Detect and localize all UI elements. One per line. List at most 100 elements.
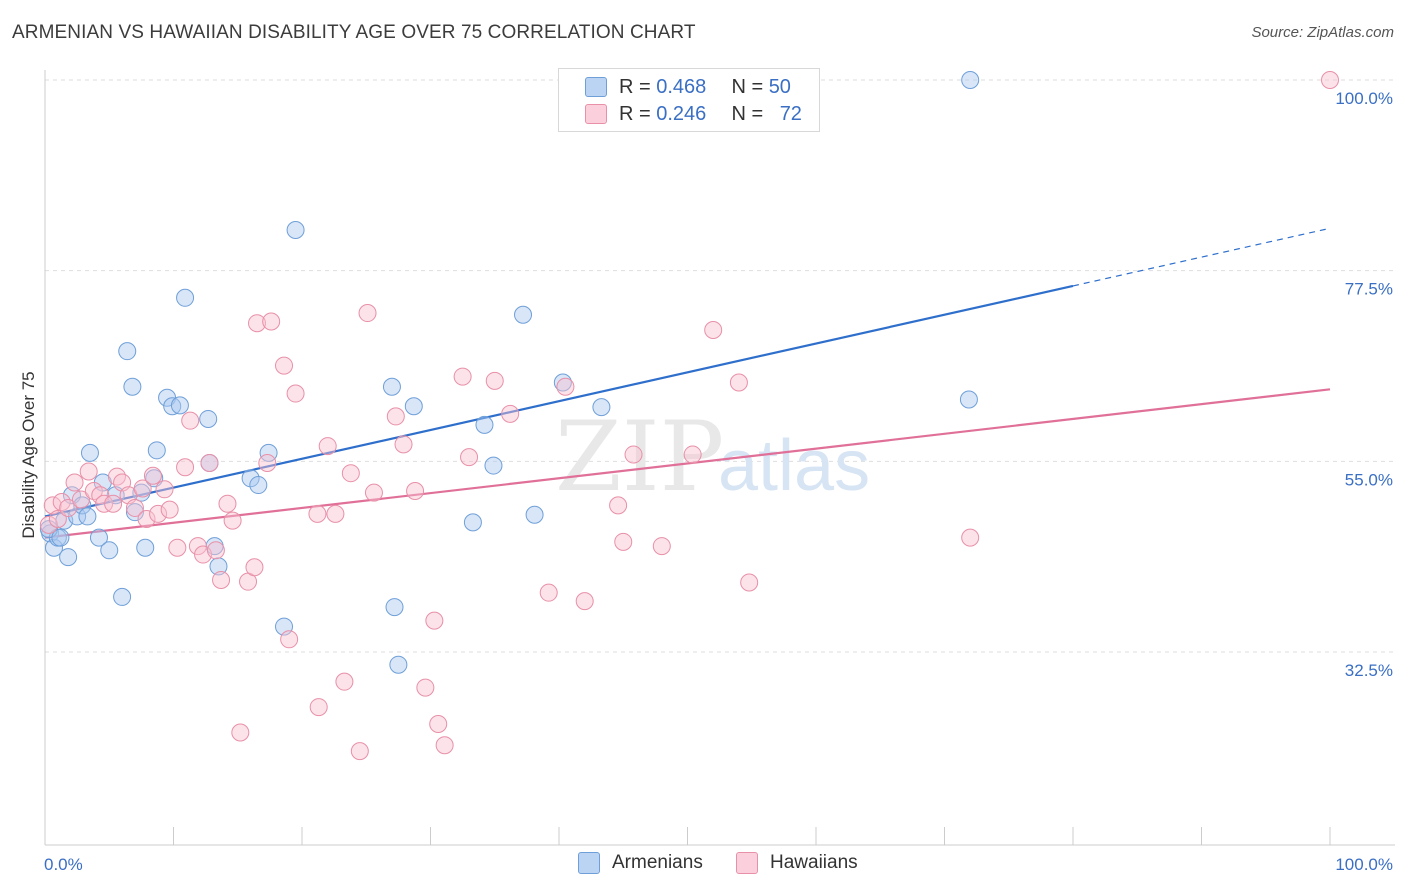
hawaiian-point xyxy=(176,458,195,477)
armenian-point xyxy=(118,342,137,361)
hawaiian-point xyxy=(460,448,479,467)
hawaiian-point xyxy=(188,537,207,556)
armenian-point xyxy=(525,505,544,524)
legend-item-hawaiians[interactable]: Hawaiians xyxy=(736,852,858,874)
hawaiian-point xyxy=(125,498,144,517)
hawaiian-point xyxy=(485,371,504,390)
correlation-legend: R = 0.468 N = 50 R = 0.246 N = 72 xyxy=(558,68,820,132)
hawaiian-point xyxy=(539,583,558,602)
armenian-point xyxy=(475,415,494,434)
hawaiian-point xyxy=(149,504,168,523)
x-tick-label-min: 0.0% xyxy=(44,855,83,874)
hawaiian-point xyxy=(200,454,219,473)
chart-title: ARMENIAN VS HAWAIIAN DISABILITY AGE OVER… xyxy=(12,22,696,43)
armenian-point xyxy=(78,507,97,526)
armenian-point xyxy=(463,513,482,532)
armenian-point xyxy=(44,538,63,557)
hawaiian-point xyxy=(575,592,594,611)
axes xyxy=(44,70,1395,846)
n-value: 50 xyxy=(768,75,791,98)
armenian-point xyxy=(385,598,404,617)
hawaiian-point xyxy=(143,466,162,485)
hawaiian-point xyxy=(245,558,264,577)
hawaiian-point xyxy=(248,314,267,333)
source-credit: Source: ZipAtlas.com xyxy=(1251,24,1394,41)
armenian-point xyxy=(199,409,218,428)
hawaiian-point xyxy=(729,373,748,392)
hawaiian-point xyxy=(275,356,294,375)
armenian-point xyxy=(382,377,401,396)
armenian-point xyxy=(59,548,78,567)
armenian-point xyxy=(961,71,980,89)
hawaiian-point xyxy=(65,473,84,492)
armenian-point xyxy=(249,476,268,495)
armenian-point xyxy=(51,528,70,547)
r-label: R = xyxy=(619,102,657,125)
hawaiian-point xyxy=(155,480,174,499)
n-value: 72 xyxy=(779,102,802,125)
armenian-point xyxy=(73,496,92,515)
hawaiian-trend-line xyxy=(44,388,1331,539)
armenian-point xyxy=(592,398,611,417)
hawaiian-point xyxy=(286,384,305,403)
armenian-point xyxy=(136,538,155,557)
hawaiian-point xyxy=(416,678,435,697)
series-legend: Armenians Hawaiians xyxy=(0,852,1406,876)
r-value: 0.468 xyxy=(656,75,707,98)
watermark-zip: ZIP xyxy=(555,401,724,513)
hawaiian-point xyxy=(394,435,413,454)
armenian-point xyxy=(404,397,423,416)
armenian-point xyxy=(113,587,132,606)
hawaiian-point xyxy=(223,511,242,530)
armenian-point xyxy=(389,655,408,674)
armenian-point xyxy=(241,469,260,488)
hawaiian-point xyxy=(652,537,671,556)
armenian-point xyxy=(170,396,189,415)
armenian-point xyxy=(286,220,305,239)
hawaiian-point xyxy=(308,504,327,523)
hawaiians-legend-label: Hawaiians xyxy=(770,852,858,873)
n-label: N = xyxy=(731,102,769,125)
armenians-legend-label: Armenians xyxy=(612,852,703,873)
armenian-point xyxy=(123,377,142,396)
armenian-point xyxy=(80,443,99,462)
y-tick-label: 100.0% xyxy=(1335,89,1393,108)
y-tick-label: 32.5% xyxy=(1345,661,1393,680)
armenians-legend-swatch xyxy=(578,852,600,874)
hawaiian-point xyxy=(71,490,90,509)
hawaiian-point xyxy=(453,367,472,386)
hawaiian-point xyxy=(386,407,405,426)
hawaiian-point xyxy=(107,467,126,486)
hawaiian-point xyxy=(309,698,328,717)
watermark: ZIP atlas xyxy=(555,401,870,513)
hawaiian-point xyxy=(91,486,110,505)
y-tick-label: 55.0% xyxy=(1345,470,1393,489)
hawaiian-point xyxy=(501,404,520,423)
armenian-point xyxy=(176,288,195,307)
hawaiian-point xyxy=(168,538,187,557)
hawaiian-point xyxy=(364,483,383,502)
hawaiian-point xyxy=(280,630,299,649)
hawaiians-swatch xyxy=(585,104,607,124)
hawaiian-point xyxy=(48,509,67,528)
armenian-point xyxy=(89,528,108,547)
tick-labels: 32.5% 55.0% 77.5% 100.0% 0.0% 100.0% xyxy=(44,89,1393,874)
trend-lines xyxy=(44,227,1331,539)
armenian-point xyxy=(100,541,119,560)
armenian-trend-extension xyxy=(1072,227,1331,287)
hawaiian-point xyxy=(624,445,643,464)
x-tick-label-max: 100.0% xyxy=(1335,855,1393,874)
hawaiian-point xyxy=(181,411,200,430)
hawaiian-point xyxy=(683,445,702,464)
armenian-point xyxy=(484,456,503,475)
hawaiian-point xyxy=(435,736,454,755)
hawaiian-point xyxy=(160,500,179,519)
hawaiian-point xyxy=(258,454,277,473)
hawaiian-point xyxy=(961,528,980,547)
hawaiian-point xyxy=(133,479,152,498)
hawaiian-point xyxy=(262,312,281,331)
armenian-point xyxy=(147,441,166,460)
legend-item-armenians[interactable]: Armenians xyxy=(578,852,703,874)
hawaiian-point xyxy=(206,541,225,560)
y-tick-label: 77.5% xyxy=(1345,280,1393,299)
